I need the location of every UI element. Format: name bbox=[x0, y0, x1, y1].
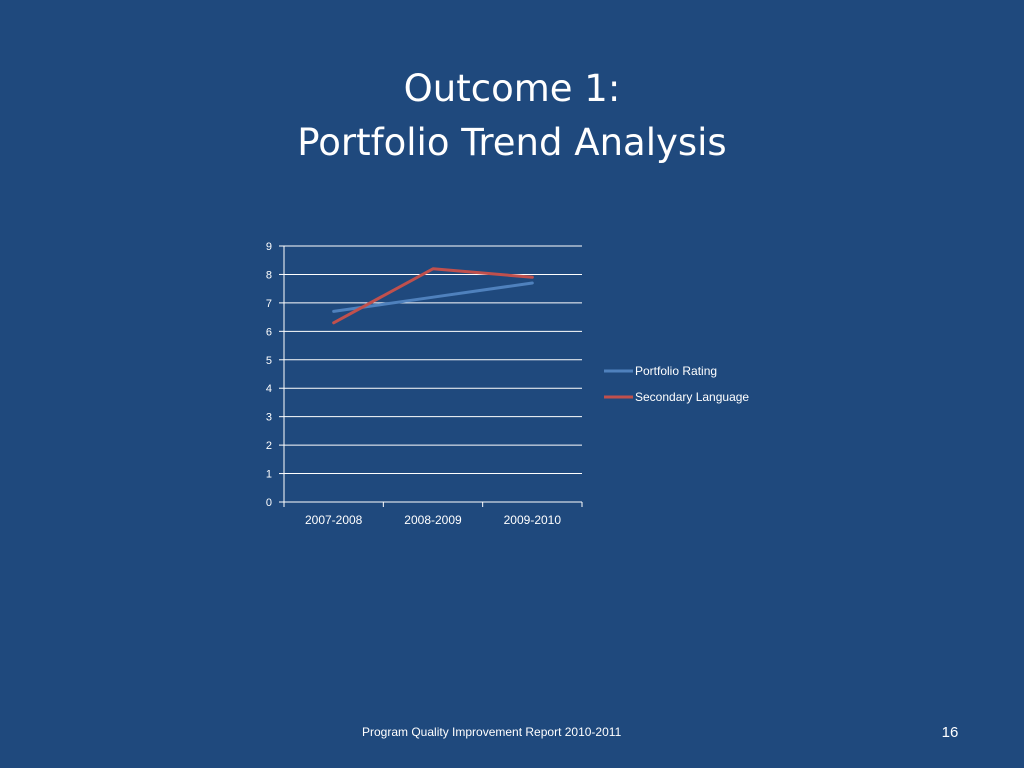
x-tick-label-2007-2008: 2007-2008 bbox=[305, 513, 363, 527]
y-tick-label-9: 9 bbox=[266, 241, 272, 253]
x-tick-label-2008-2009: 2008-2009 bbox=[404, 513, 462, 527]
y-tick-label-5: 5 bbox=[266, 355, 272, 367]
slide-title: Outcome 1: Portfolio Trend Analysis bbox=[0, 62, 1024, 170]
x-tick-label-2009-2010: 2009-2010 bbox=[504, 513, 562, 527]
y-tick-label-4: 4 bbox=[266, 383, 272, 395]
title-line-2: Portfolio Trend Analysis bbox=[297, 121, 727, 164]
y-tick-label-6: 6 bbox=[266, 326, 272, 338]
y-tick-label-7: 7 bbox=[266, 298, 272, 310]
legend-label-0: Portfolio Rating bbox=[635, 364, 717, 378]
y-tick-label-2: 2 bbox=[266, 440, 272, 452]
y-tick-label-0: 0 bbox=[266, 497, 272, 509]
y-tick-label-3: 3 bbox=[266, 412, 272, 424]
slide-number: 16 bbox=[941, 724, 959, 741]
title-line-1: Outcome 1: bbox=[403, 67, 621, 110]
footer-text: Program Quality Improvement Report 2010-… bbox=[362, 725, 622, 739]
y-tick-label-1: 1 bbox=[266, 469, 272, 481]
y-tick-label-8: 8 bbox=[266, 269, 272, 281]
legend-label-1: Secondary Language bbox=[635, 390, 749, 404]
